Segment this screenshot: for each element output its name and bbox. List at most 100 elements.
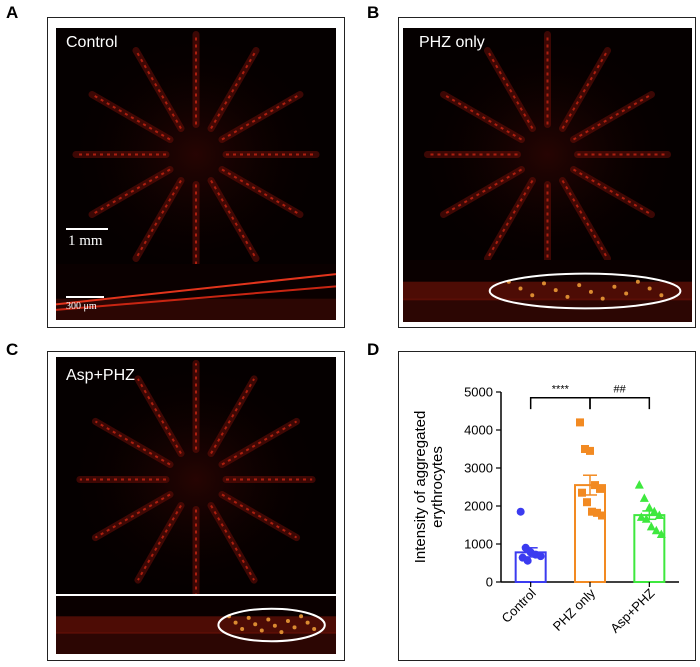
aggregate-spot	[553, 288, 558, 293]
panel-label-a: A	[6, 3, 19, 22]
y-tick-label: 1000	[464, 537, 493, 552]
y-tick-label: 4000	[464, 423, 493, 438]
aggregate-spot	[541, 281, 546, 286]
aggregate-spot	[272, 623, 277, 628]
y-tick-label: 3000	[464, 461, 493, 476]
significance-bracket	[589, 396, 651, 410]
channel-signal	[443, 93, 523, 141]
aggregate-spot	[659, 293, 664, 298]
cross-section-image	[56, 607, 336, 654]
y-axis-label: Intensity of aggregated	[412, 411, 429, 564]
panel-b-title: PHZ only	[419, 34, 485, 51]
aggregate-spot	[253, 622, 258, 627]
channel-signal	[221, 420, 298, 466]
channel-signal	[94, 493, 171, 539]
panel-c-image: Asp+PHZ	[56, 357, 336, 594]
channel-signal	[137, 378, 182, 455]
aggregate-spot	[233, 620, 238, 625]
scale-bar-1mm	[66, 228, 108, 230]
channel-signal	[210, 378, 255, 455]
data-point	[583, 498, 591, 507]
channel-signal	[210, 504, 255, 581]
y-tick-label: 0	[486, 575, 493, 590]
x-tick-label: PHZ only	[550, 585, 599, 634]
data-point	[639, 493, 649, 502]
panel-d-frame: 0 1000 2000 3000 4000 5000 Intensity of aggreg…	[398, 351, 696, 661]
y-tick-label: 2000	[464, 499, 493, 514]
aggregate-spot	[565, 294, 570, 299]
channel-wall-top	[56, 273, 336, 306]
highlight-ellipse	[488, 272, 682, 310]
panel-b-cross-section	[403, 260, 692, 322]
data-point	[644, 502, 654, 512]
aggregate-spot	[518, 286, 523, 291]
channel-signal	[137, 504, 182, 581]
channel-signal	[572, 168, 652, 216]
channel-signal	[135, 179, 182, 259]
scale-bar-300um	[66, 296, 104, 298]
aggregate-spot	[285, 619, 290, 624]
aggregate-spot	[279, 630, 284, 635]
data-point	[593, 508, 601, 517]
panel-label-d: D	[367, 340, 380, 359]
tissue-layer	[56, 631, 336, 654]
panel-c-frame: Asp+PHZ	[47, 351, 345, 661]
aggregate-spot	[266, 617, 271, 622]
aggregate-spot	[246, 615, 251, 620]
panel-a-image: Control 1 mm	[56, 28, 336, 273]
x-tick-label: Control	[499, 585, 539, 625]
aggregate-spot	[292, 625, 297, 630]
significance-bracket	[529, 396, 591, 410]
aggregate-spot	[600, 296, 605, 301]
panel-c-title: Asp+PHZ	[66, 367, 135, 384]
bar-asp-phz	[633, 514, 666, 583]
panel-a-cross-section: 300 μm	[56, 264, 336, 320]
channel-signal	[221, 493, 298, 539]
channel-signal	[94, 420, 171, 466]
x-tick-label: Asp+PHZ	[607, 585, 657, 635]
cross-section-image	[403, 272, 692, 322]
data-point	[651, 525, 661, 535]
data-point	[598, 511, 606, 520]
highlight-ellipse	[217, 607, 326, 643]
background-glow	[67, 32, 325, 273]
data-point	[656, 529, 666, 538]
radial-array-image	[414, 30, 681, 273]
significance-label: ****	[552, 384, 570, 396]
aggregate-spot	[612, 284, 617, 289]
radial-array-image	[67, 30, 325, 273]
channel-signal	[210, 179, 257, 259]
panel-b-image: PHZ only	[403, 28, 692, 273]
tissue-layer	[403, 298, 692, 322]
channel-signal	[561, 179, 609, 259]
data-point	[576, 418, 584, 427]
channel-signal	[91, 93, 171, 141]
aggregate-spot	[588, 289, 593, 294]
tissue-layer	[56, 298, 336, 320]
channel-signal	[210, 50, 257, 130]
panel-label-b: B	[367, 3, 380, 22]
data-point	[588, 507, 596, 516]
aggregate-spot	[299, 614, 304, 619]
y-axis-label: erythrocytes	[429, 446, 446, 528]
radial-array-image	[67, 359, 325, 594]
aggregate-spot	[647, 286, 652, 291]
channel-signal	[443, 168, 523, 216]
channel-signal	[572, 93, 652, 141]
channel-signal	[135, 50, 182, 130]
bar-chart: 0 1000 2000 3000 4000 5000 Intensity of aggreg…	[412, 384, 679, 636]
aggregate-spot	[530, 293, 535, 298]
scale-label-1mm: 1 mm	[68, 233, 103, 249]
scale-label-300um: 300 μm	[66, 301, 97, 312]
channel-signal	[91, 168, 171, 216]
data-point	[578, 488, 586, 497]
cross-section-image	[56, 273, 336, 320]
data-point	[591, 481, 599, 490]
aggregate-spot	[312, 626, 317, 631]
data-point	[581, 445, 589, 453]
aggregate-spot	[259, 628, 264, 633]
channel-band	[403, 281, 692, 301]
data-point	[536, 552, 545, 561]
channel-signal	[486, 179, 534, 259]
significance-label: ##	[614, 384, 627, 396]
